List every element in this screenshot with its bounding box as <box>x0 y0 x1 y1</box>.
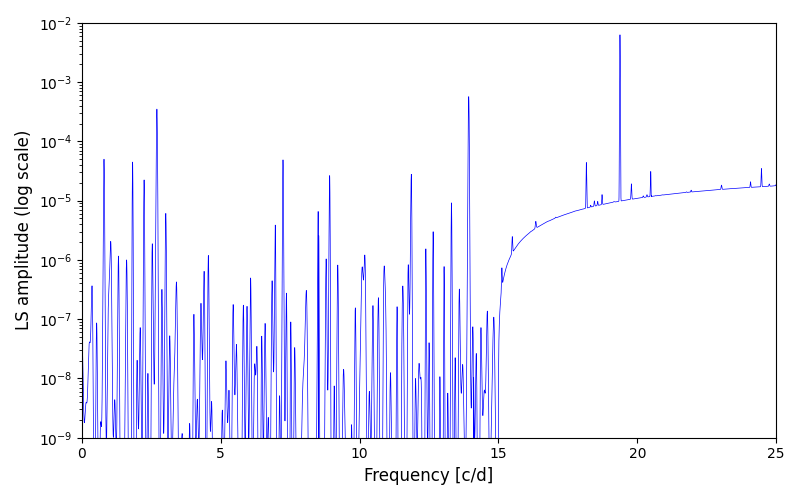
Y-axis label: LS amplitude (log scale): LS amplitude (log scale) <box>15 130 33 330</box>
X-axis label: Frequency [c/d]: Frequency [c/d] <box>364 467 494 485</box>
